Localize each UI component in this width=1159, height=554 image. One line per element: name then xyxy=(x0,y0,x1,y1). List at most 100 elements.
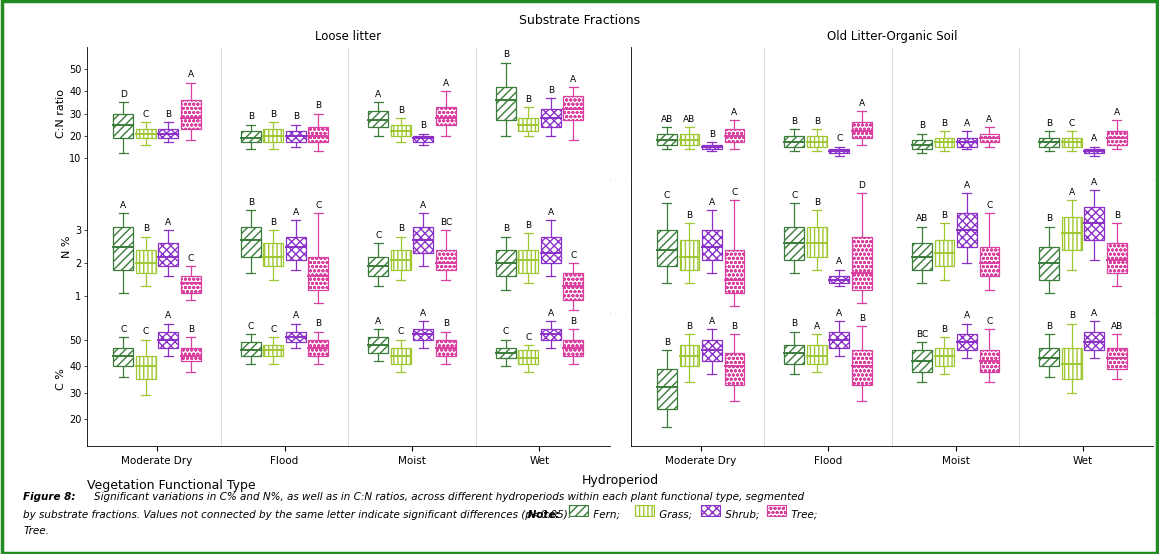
Text: A: A xyxy=(548,208,554,217)
Text: A: A xyxy=(709,198,715,207)
Text: A: A xyxy=(166,218,172,227)
Bar xyxy=(159,332,178,347)
Bar xyxy=(136,129,155,138)
Text: A: A xyxy=(376,90,381,99)
Bar xyxy=(114,114,133,138)
Text: A: A xyxy=(1092,178,1098,187)
Bar xyxy=(369,337,388,353)
Bar xyxy=(957,213,977,247)
Bar xyxy=(852,237,872,290)
Bar xyxy=(830,149,850,153)
Bar xyxy=(957,334,977,350)
Bar xyxy=(702,230,722,260)
Text: C: C xyxy=(986,317,992,326)
Text: B: B xyxy=(293,112,299,121)
Bar xyxy=(136,250,155,273)
Bar xyxy=(308,257,328,290)
Bar xyxy=(785,227,804,260)
Bar xyxy=(496,347,516,358)
Text: C: C xyxy=(188,254,194,263)
Text: C: C xyxy=(270,325,277,334)
Bar xyxy=(807,345,826,363)
Bar xyxy=(436,340,455,356)
Bar xyxy=(159,129,178,138)
Bar xyxy=(724,353,744,385)
Bar xyxy=(114,227,133,270)
Text: B: B xyxy=(792,319,797,329)
Y-axis label: C %: C % xyxy=(57,368,66,391)
Bar xyxy=(702,340,722,361)
Text: C: C xyxy=(143,327,150,336)
Text: Loose litter: Loose litter xyxy=(315,29,381,43)
Bar xyxy=(724,250,744,293)
Bar xyxy=(563,273,583,300)
Text: A: A xyxy=(443,79,449,88)
Bar xyxy=(241,227,261,257)
Text: AB: AB xyxy=(684,115,695,124)
Text: B: B xyxy=(315,101,321,110)
Bar xyxy=(912,350,932,372)
Bar xyxy=(369,257,388,276)
Text: by substrate fractions. Values not connected by the same letter indicate signifi: by substrate fractions. Values not conne… xyxy=(23,510,571,520)
Text: Figure 8:: Figure 8: xyxy=(23,492,75,502)
Text: C: C xyxy=(376,231,381,240)
Text: A: A xyxy=(986,115,992,124)
Bar xyxy=(830,332,850,347)
Bar xyxy=(496,250,516,276)
Text: B: B xyxy=(443,319,449,329)
Bar xyxy=(114,347,133,366)
Text: A: A xyxy=(188,70,194,79)
Text: B: B xyxy=(398,224,403,233)
Text: D: D xyxy=(119,90,126,99)
Bar xyxy=(414,136,433,142)
Bar xyxy=(852,122,872,138)
Text: B: B xyxy=(941,325,947,334)
Bar xyxy=(1040,247,1059,280)
Bar xyxy=(518,350,538,363)
Bar xyxy=(912,140,932,149)
Y-axis label: C:N ratio: C:N ratio xyxy=(57,89,66,138)
Text: B: B xyxy=(1114,211,1120,220)
Bar xyxy=(1085,207,1105,240)
Bar xyxy=(541,329,561,340)
Bar xyxy=(541,237,561,263)
Text: Note:: Note: xyxy=(524,510,560,520)
Text: A: A xyxy=(166,311,172,320)
Text: A: A xyxy=(964,181,970,190)
Text: A: A xyxy=(293,311,299,320)
Text: C: C xyxy=(664,191,670,200)
Text: Significant variations in C% and N%, as well as in C:N ratios, across different : Significant variations in C% and N%, as … xyxy=(94,492,804,502)
Bar xyxy=(679,240,699,270)
Text: B: B xyxy=(503,50,509,59)
Text: Substrate Fractions: Substrate Fractions xyxy=(519,14,640,27)
Text: B: B xyxy=(664,338,670,347)
Text: A: A xyxy=(1114,108,1120,117)
Bar xyxy=(852,350,872,385)
Bar xyxy=(657,134,677,145)
Bar xyxy=(1040,138,1059,147)
Bar xyxy=(263,129,283,142)
Text: B: B xyxy=(143,224,148,233)
Bar xyxy=(286,131,306,142)
Text: B: B xyxy=(686,211,692,220)
Bar xyxy=(1062,347,1081,379)
Text: B: B xyxy=(1047,119,1052,128)
Bar xyxy=(563,96,583,120)
Bar xyxy=(702,145,722,149)
Bar xyxy=(541,109,561,127)
Text: C: C xyxy=(792,191,797,200)
Text: A: A xyxy=(421,309,427,317)
Bar xyxy=(241,131,261,142)
Bar xyxy=(979,247,999,276)
Text: C: C xyxy=(248,322,254,331)
Bar xyxy=(934,347,954,366)
Text: A: A xyxy=(964,311,970,320)
Text: AB: AB xyxy=(1110,322,1123,331)
Text: A: A xyxy=(421,201,427,210)
Bar xyxy=(1040,347,1059,366)
Text: B: B xyxy=(941,119,947,128)
Text: B: B xyxy=(1047,322,1052,331)
Text: B: B xyxy=(1069,311,1074,320)
Bar xyxy=(286,332,306,342)
Bar xyxy=(391,347,410,363)
